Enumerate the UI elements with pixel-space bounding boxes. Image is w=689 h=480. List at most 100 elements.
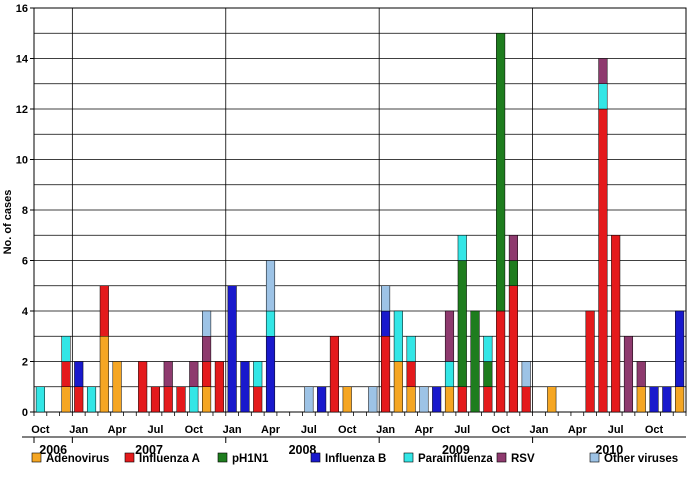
x-tick-label: Jul	[147, 424, 163, 436]
bar-parainfluenza	[35, 386, 45, 413]
bar-influenza-a	[99, 285, 109, 337]
legend-item: Other viruses	[589, 452, 678, 465]
bar-influenza-b	[675, 310, 685, 387]
bar-other-viruses	[304, 386, 314, 413]
bar-parainfluenza	[86, 386, 97, 413]
bar-parainfluenza	[457, 235, 467, 261]
year-label: 2007	[135, 443, 163, 457]
bar-adenovirus	[393, 361, 403, 413]
x-tick-label: Oct	[338, 424, 357, 436]
bar-parainfluenza	[444, 361, 455, 387]
bar-parainfluenza	[406, 336, 416, 362]
legend-swatch	[217, 452, 228, 463]
y-tick-label: 0	[22, 407, 28, 419]
x-tick-label: Apr	[108, 424, 128, 436]
x-tick-label: Jan	[529, 424, 548, 436]
bar-influenza-b	[265, 336, 276, 413]
bar-influenza-b	[662, 386, 672, 413]
bars	[35, 33, 685, 413]
bar-ph1n1	[483, 361, 493, 387]
legend-label: Influenza B	[325, 453, 386, 465]
legend-swatch	[124, 452, 135, 463]
x-tick-label: Jul	[454, 424, 470, 436]
x-tick-label: Jan	[223, 424, 242, 436]
x-tick-label: Jan	[376, 424, 395, 436]
bar-influenza-a	[61, 361, 71, 387]
legend-label: Other viruses	[604, 453, 678, 465]
bar-influenza-a	[150, 386, 161, 413]
legend-label: Parainfluenza	[418, 453, 493, 465]
bar-parainfluenza	[598, 83, 608, 110]
bar-adenovirus	[675, 386, 685, 413]
bar-influenza-b	[432, 386, 442, 413]
y-tick-label: 6	[22, 256, 28, 268]
bar-influenza-b	[74, 361, 84, 387]
y-tick-label: 4	[22, 306, 29, 318]
bar-influenza-a	[202, 361, 212, 387]
bar-rsv	[202, 336, 212, 362]
bar-influenza-a	[521, 386, 531, 413]
y-tick-label: 8	[22, 205, 28, 217]
bar-adenovirus	[61, 386, 71, 413]
bar-adenovirus	[112, 361, 122, 413]
x-tick-label: Jan	[69, 424, 88, 436]
bar-adenovirus	[202, 386, 212, 413]
legend-item: pH1N1	[217, 452, 269, 465]
axes: 0 2 4 6 8 10 12 14 16 Oct Jan Apr Jul Oct Jan Apr Jul Oct…	[16, 3, 687, 457]
x-tick-label: Jul	[608, 424, 624, 436]
bar-influenza-b	[227, 285, 237, 413]
bar-influenza-a	[611, 235, 621, 413]
bar-rsv	[508, 235, 518, 261]
legend-label: pH1N1	[232, 453, 269, 465]
bar-influenza-a	[163, 386, 173, 413]
bar-rsv	[623, 336, 634, 413]
bar-rsv	[636, 361, 646, 387]
bar-adenovirus	[342, 386, 352, 413]
x-tick-label: Oct	[645, 424, 664, 436]
y-tick-label: 2	[22, 357, 28, 369]
bar-rsv	[598, 58, 608, 84]
bar-influenza-a	[598, 108, 608, 413]
bar-adenovirus	[406, 386, 416, 413]
x-tick-label: Oct	[185, 424, 204, 436]
bar-adenovirus	[444, 386, 455, 413]
bar-ph1n1	[470, 310, 480, 413]
bar-parainfluenza	[393, 310, 403, 362]
bar-influenza-a	[406, 361, 416, 387]
bar-influenza-a	[585, 310, 595, 413]
legend-swatch	[589, 452, 600, 463]
x-tick-label: Oct	[31, 424, 50, 436]
bar-parainfluenza	[483, 336, 493, 362]
legend-item: RSV	[496, 452, 535, 465]
legend-label: RSV	[511, 453, 535, 465]
bar-adenovirus	[547, 386, 557, 413]
bar-influenza-a	[253, 386, 263, 413]
bar-ph1n1	[496, 33, 506, 312]
bar-other-viruses	[265, 260, 276, 312]
legend-swatch	[403, 452, 414, 463]
bar-rsv	[189, 361, 199, 387]
bar-influenza-a	[457, 386, 467, 413]
x-tick-label: Apr	[414, 424, 434, 436]
bar-influenza-b	[381, 310, 391, 337]
legend-item: Adenovirus	[31, 452, 109, 465]
legend-swatch	[310, 452, 321, 463]
legend-label: Influenza A	[139, 453, 200, 465]
bar-other-viruses	[521, 361, 531, 387]
bar-rsv	[163, 361, 173, 387]
bar-parainfluenza	[253, 361, 263, 387]
bar-influenza-a	[483, 386, 493, 413]
bar-influenza-a	[508, 285, 518, 413]
y-tick-label: 16	[16, 3, 28, 15]
gridlines	[33, 7, 687, 413]
bar-influenza-b	[317, 386, 327, 413]
year-label: 2010	[595, 443, 623, 457]
legend-swatch	[496, 452, 507, 463]
y-axis-title: No. of cases	[2, 190, 14, 255]
bar-influenza-b	[649, 386, 659, 413]
bar-ph1n1	[457, 260, 467, 387]
bar-rsv	[444, 310, 455, 362]
bar-influenza-a	[176, 386, 186, 413]
y-tick-label: 14	[16, 54, 29, 66]
